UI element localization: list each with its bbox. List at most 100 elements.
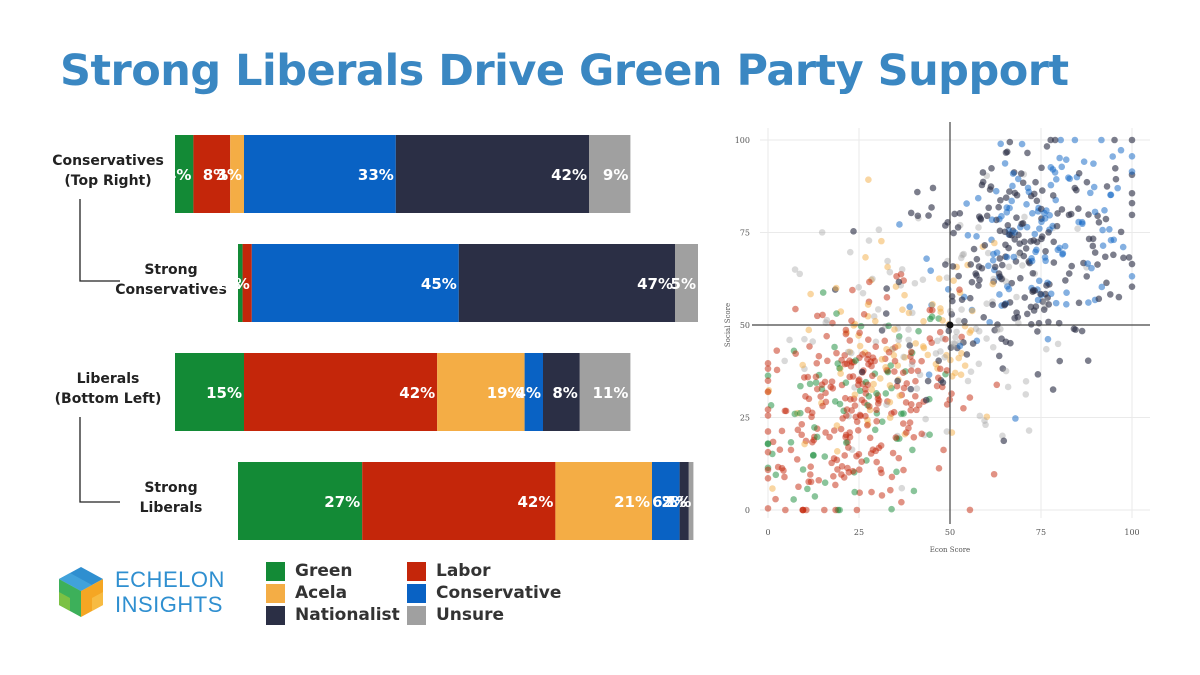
point-conservative <box>1106 226 1113 233</box>
point-nationalist <box>1045 318 1052 326</box>
point-labor <box>943 401 951 408</box>
point-unsure <box>855 283 863 291</box>
point-green <box>878 418 886 425</box>
point-labor <box>885 348 893 356</box>
point-labor <box>854 427 862 434</box>
point-conservative <box>1012 415 1019 422</box>
point-nationalist <box>998 261 1006 269</box>
point-nationalist <box>1051 136 1059 144</box>
data-label: 42% <box>551 166 587 184</box>
point-labor <box>873 406 880 414</box>
point-labor <box>990 470 998 478</box>
point-conservative <box>1057 136 1065 144</box>
point-nationalist <box>1018 220 1025 228</box>
point-labor <box>866 434 874 442</box>
point-nationalist <box>1075 205 1082 213</box>
point-unsure <box>1025 427 1033 434</box>
point-conservative <box>1024 184 1032 192</box>
point-conservative <box>1059 250 1067 257</box>
point-conservative <box>1087 189 1094 197</box>
point-green <box>871 426 879 434</box>
point-nationalist <box>1002 194 1010 201</box>
point-nationalist <box>895 278 903 286</box>
point-nationalist <box>907 385 915 393</box>
point-nationalist <box>983 212 991 220</box>
point-nationalist <box>1128 136 1136 144</box>
point-unsure <box>883 401 890 408</box>
point-green <box>764 372 772 379</box>
point-nationalist <box>858 368 866 376</box>
data-label: 4% <box>516 384 541 402</box>
point-nationalist <box>1049 386 1057 393</box>
y-tick-label: 50 <box>740 321 750 330</box>
point-nationalist <box>968 278 976 286</box>
point-unsure <box>905 336 912 344</box>
point-unsure <box>934 337 941 345</box>
legend-item-green: Green <box>266 560 353 582</box>
point-labor <box>948 390 955 397</box>
point-unsure <box>822 319 830 326</box>
point-conservative <box>1128 168 1136 175</box>
point-labor <box>893 382 901 390</box>
point-acela <box>905 309 913 317</box>
point-labor <box>881 337 889 345</box>
point-conservative <box>1006 204 1013 212</box>
category-label: (Bottom Left) <box>55 391 162 407</box>
point-nationalist <box>1084 357 1092 364</box>
point-conservative <box>1085 299 1092 306</box>
point-conservative <box>996 291 1003 298</box>
point-nationalist <box>1089 242 1097 250</box>
data-label: 11% <box>592 384 628 402</box>
point-nationalist <box>1032 178 1039 186</box>
point-labor <box>933 382 941 390</box>
point-nationalist <box>1128 189 1136 197</box>
point-nationalist <box>929 184 937 192</box>
point-green <box>787 439 795 446</box>
point-unsure <box>949 343 956 351</box>
point-nationalist <box>1065 270 1073 277</box>
point-labor <box>821 506 828 514</box>
point-nationalist <box>1030 190 1038 198</box>
point-conservative <box>1128 152 1136 160</box>
point-unsure <box>1074 225 1081 232</box>
point-conservative <box>1098 136 1105 144</box>
point-green <box>797 382 804 390</box>
point-unsure <box>781 357 788 365</box>
point-unsure <box>937 348 944 355</box>
point-green <box>834 360 842 367</box>
point-green <box>809 452 817 459</box>
point-green <box>813 433 821 441</box>
legend-swatch-labor <box>407 561 426 581</box>
point-unsure <box>874 306 882 313</box>
bar-segment-labor <box>193 135 231 213</box>
point-nationalist <box>966 294 974 302</box>
point-acela <box>851 391 859 398</box>
point-conservative <box>1044 335 1052 343</box>
point-labor <box>841 351 849 359</box>
point-acela <box>884 263 891 271</box>
point-conservative <box>997 140 1005 148</box>
point-nationalist <box>954 224 962 231</box>
point-labor <box>915 401 923 409</box>
point-labor <box>844 464 851 472</box>
point-labor <box>864 351 872 359</box>
point-conservative <box>1062 156 1070 163</box>
point-nationalist <box>1002 149 1010 156</box>
point-nationalist <box>1016 240 1023 247</box>
point-labor <box>868 488 875 496</box>
point-nationalist <box>1017 274 1024 282</box>
point-labor <box>993 381 1001 389</box>
point-labor <box>912 377 919 385</box>
point-labor <box>956 286 963 294</box>
point-labor <box>851 402 859 409</box>
point-green <box>900 410 907 417</box>
point-acela <box>955 354 963 362</box>
point-unsure <box>900 353 907 361</box>
point-unsure <box>964 377 972 385</box>
bar-segment-labor <box>242 244 252 322</box>
point-labor <box>840 474 848 481</box>
point-labor <box>795 483 802 491</box>
point-nationalist <box>1022 245 1030 252</box>
point-conservative <box>1101 207 1108 214</box>
point-unsure <box>1021 213 1028 221</box>
